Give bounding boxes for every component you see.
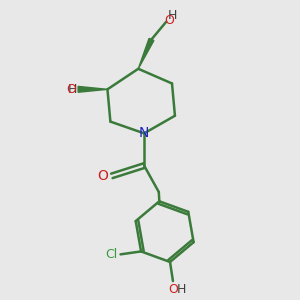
Text: Cl: Cl [106, 248, 118, 261]
Text: H: H [176, 283, 186, 296]
Text: O: O [98, 169, 109, 183]
Text: H: H [168, 10, 177, 22]
Text: H: H [67, 83, 77, 96]
Polygon shape [138, 38, 154, 69]
Text: O: O [165, 14, 175, 27]
Polygon shape [78, 86, 107, 92]
Text: O: O [59, 83, 77, 96]
Text: O: O [168, 283, 178, 296]
Text: N: N [139, 126, 149, 140]
